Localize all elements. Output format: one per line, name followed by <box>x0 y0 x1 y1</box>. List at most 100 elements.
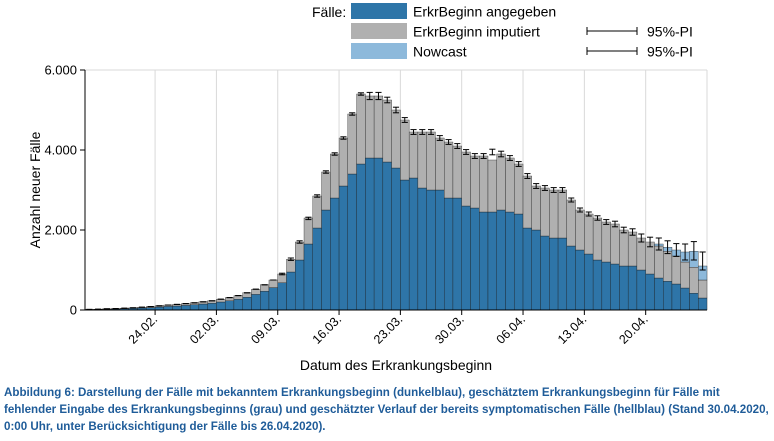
bar-imputiert <box>680 261 690 289</box>
bar-imputiert <box>365 95 375 159</box>
bar-angegeben <box>224 300 235 311</box>
bar-imputiert <box>356 93 366 165</box>
bar-angegeben <box>295 259 305 311</box>
bar-imputiert <box>514 163 524 215</box>
y-tick-label: 6.000 <box>44 63 77 78</box>
bar-angegeben <box>470 207 480 311</box>
bar-angegeben <box>461 205 471 311</box>
bar-imputiert <box>663 251 673 282</box>
bar-imputiert <box>479 155 489 213</box>
bar-imputiert <box>347 113 357 175</box>
bar-angegeben <box>531 229 541 311</box>
bar-angegeben <box>338 185 348 311</box>
bar-angegeben <box>444 197 454 311</box>
bar-imputiert <box>286 259 296 273</box>
bar-imputiert <box>295 241 305 261</box>
bar-angegeben <box>592 259 603 311</box>
bar-imputiert <box>251 289 261 295</box>
legend-pi-label: 95%-PI <box>647 24 693 40</box>
bar-angegeben <box>452 197 462 311</box>
figure-caption: Abbildung 6: Darstellung der Fälle mit b… <box>4 386 769 433</box>
bar-angegeben <box>610 263 620 311</box>
bar-imputiert <box>400 119 410 181</box>
x-tick-label: 13.04. <box>555 312 589 346</box>
bar-angegeben <box>277 282 287 311</box>
bar-angegeben <box>575 249 585 311</box>
bar-imputiert <box>698 279 708 299</box>
legend-swatch <box>351 43 407 59</box>
bar-angegeben <box>435 189 445 311</box>
bar-angegeben <box>698 297 708 311</box>
legend-swatch <box>351 23 407 39</box>
legend-label: ErkrBeginn angegeben <box>413 4 556 20</box>
bar-imputiert <box>382 99 392 163</box>
bar-angegeben <box>549 237 559 311</box>
bar-imputiert <box>444 141 454 199</box>
bar-angegeben <box>260 291 270 311</box>
bar-imputiert <box>452 145 462 199</box>
bar-angegeben <box>365 157 375 311</box>
bar-angegeben <box>601 261 611 311</box>
legend: Fälle: ErkrBeginn angegeben ErkrBeginn imp… <box>312 3 693 60</box>
bar-imputiert <box>461 151 471 207</box>
x-tick-label: 30.03. <box>432 312 466 346</box>
bar-imputiert <box>496 153 506 211</box>
bar-imputiert <box>391 109 401 169</box>
bar-imputiert <box>654 245 664 279</box>
bar-angegeben <box>479 211 489 311</box>
bar-angegeben <box>417 187 427 311</box>
bar-imputiert <box>417 131 427 189</box>
bar-angegeben <box>172 305 182 311</box>
bar-imputiert <box>312 195 322 229</box>
legend-swatch <box>351 3 407 19</box>
bar-imputiert <box>435 137 445 191</box>
bar-imputiert <box>619 229 629 267</box>
bar-imputiert <box>557 189 568 239</box>
bar-angegeben <box>268 287 278 311</box>
legend-pi-label: 95%-PI <box>647 44 693 60</box>
chart: 0 2.000 4.000 6.000 24.02. 02.03. 09.03. 16.03.… <box>27 3 708 373</box>
bar-imputiert <box>689 267 699 294</box>
bar-angegeben <box>163 306 173 311</box>
bar-angegeben <box>566 245 576 311</box>
bar-angegeben <box>181 305 191 311</box>
bar-angegeben <box>522 227 532 311</box>
bar-imputiert <box>330 153 340 199</box>
bar-imputiert <box>373 95 384 159</box>
bar-imputiert <box>636 237 646 271</box>
bar-imputiert <box>671 255 681 285</box>
bar-angegeben <box>645 273 655 311</box>
bar-angegeben <box>408 177 419 311</box>
bar-angegeben <box>347 173 357 311</box>
y-axis-title: Anzahl neuer Fälle <box>27 131 43 248</box>
bar-angegeben <box>321 209 331 311</box>
bar-angegeben <box>391 167 401 311</box>
bars <box>84 93 708 311</box>
bar-angegeben <box>312 227 322 311</box>
bar-imputiert <box>277 273 287 283</box>
bar-imputiert <box>584 213 594 255</box>
bar-angegeben <box>496 209 506 311</box>
bar-angegeben <box>627 265 638 311</box>
bar-angegeben <box>251 294 261 311</box>
y-tick-label: 4.000 <box>44 143 77 158</box>
chart-svg: 0 2.000 4.000 6.000 24.02. 02.03. 09.03. 16.03.… <box>27 3 708 373</box>
x-tick-label: 09.03. <box>248 312 282 346</box>
bar-imputiert <box>522 175 532 229</box>
pi-errorbars <box>86 91 706 310</box>
bar-imputiert <box>321 171 331 211</box>
bar-angegeben <box>505 211 515 311</box>
bar-angegeben <box>216 301 226 311</box>
bar-imputiert <box>531 185 541 231</box>
bar-angegeben <box>286 271 296 311</box>
bar-angegeben <box>557 237 568 311</box>
x-axis-title: Datum des Erkrankungsbeginn <box>300 357 492 373</box>
x-tick-label: 02.03. <box>187 312 221 346</box>
legend-title: Fälle: <box>312 4 346 20</box>
bar-angegeben <box>303 243 313 311</box>
bar-angegeben <box>619 265 629 311</box>
bar-angegeben <box>514 213 524 311</box>
bar-angegeben <box>330 197 340 311</box>
bar-imputiert <box>338 137 348 187</box>
bar-angegeben <box>189 304 200 311</box>
